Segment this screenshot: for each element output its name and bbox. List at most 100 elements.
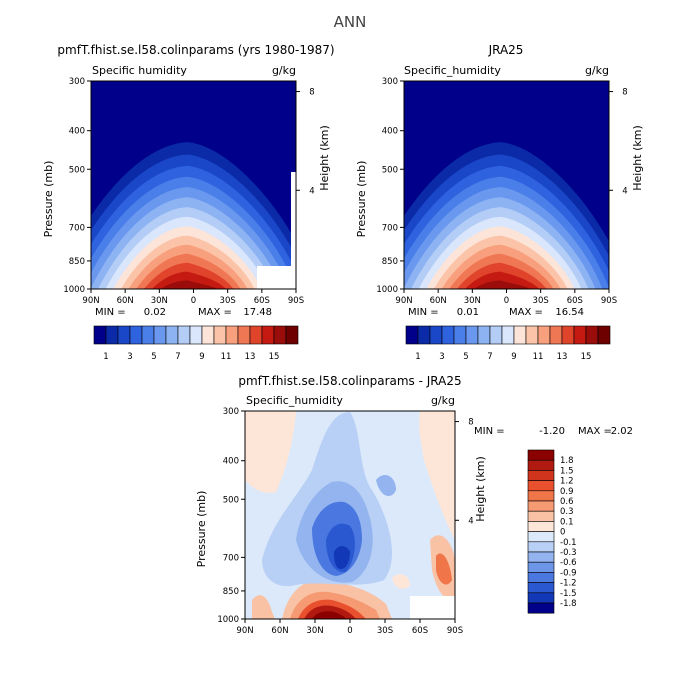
- x-tick-label: 90N: [82, 296, 99, 306]
- colorbar-swatch: [527, 470, 555, 481]
- panel-obs-title: JRA25: [488, 43, 524, 57]
- y2-tick-label: 4: [468, 516, 473, 526]
- panel-model-contours: [91, 142, 296, 289]
- colorbar-swatch: [489, 325, 503, 345]
- y-tick-label: 500: [69, 165, 85, 175]
- panel-difference-title: pmfT.fhist.se.l58.colinparams - JRA25: [238, 374, 461, 388]
- colorbar-swatch: [527, 459, 555, 471]
- y-tick-label: 700: [382, 223, 398, 233]
- x-tick-label: 0: [191, 296, 196, 306]
- colorbar-label: 5: [463, 352, 468, 362]
- colorbar-swatch: [177, 325, 191, 345]
- x-tick-label: 90N: [395, 296, 412, 306]
- contour-band: [392, 574, 410, 589]
- panel-difference-min-value: -1.20: [539, 426, 565, 437]
- colorbar-swatch: [105, 325, 119, 345]
- colorbar-swatch: [441, 325, 455, 345]
- colorbar-label: -0.3: [560, 548, 577, 558]
- x-tick-label: 90S: [447, 626, 463, 636]
- y-tick-label: 850: [223, 587, 239, 597]
- colorbar-label: 11: [221, 352, 232, 362]
- y2-tick-label: 4: [622, 186, 627, 196]
- contour-band: [473, 280, 531, 289]
- colorbar-swatch: [527, 551, 555, 563]
- panel-difference-y2label: Height (km): [474, 456, 487, 522]
- colorbar-label: 13: [245, 352, 256, 362]
- panel-model-colorbar: 1 3 5 7 9 11 13 15: [93, 325, 299, 362]
- x-tick-label: 90N: [236, 626, 253, 636]
- panel-model-missing-edge: [291, 172, 296, 267]
- colorbar-swatch: [527, 449, 555, 461]
- panel-difference-contours: [245, 411, 455, 619]
- colorbar-label: 9: [511, 352, 516, 362]
- colorbar-swatch: [201, 325, 215, 345]
- colorbar-label: 0.6: [560, 497, 574, 507]
- y-tick-label: 850: [69, 257, 85, 267]
- colorbar-swatch: [141, 325, 155, 345]
- colorbar-swatch: [527, 582, 555, 594]
- panel-model-field: [91, 81, 296, 289]
- colorbar-swatch: [237, 325, 251, 345]
- colorbar-label: 0.1: [560, 517, 574, 527]
- panel-model: pmfT.fhist.se.l58.colinparams (yrs 1980-…: [42, 43, 335, 362]
- y-tick-label: 400: [382, 127, 398, 137]
- contour-band: [252, 595, 275, 619]
- y-tick-label: 400: [69, 127, 85, 137]
- panel-model-ticks: 90N 60N 30N 0 30S 60S 90S 300 400 500 700 850 1000 8 4: [63, 77, 314, 306]
- x-tick-label: 0: [504, 296, 509, 306]
- panel-difference-field: [245, 411, 455, 619]
- x-tick-label: 30S: [377, 626, 393, 636]
- x-tick-label: 30N: [306, 626, 323, 636]
- panel-model-y2label: Height (km): [318, 125, 331, 191]
- colorbar-swatch: [549, 325, 563, 345]
- colorbar-label: -1.2: [560, 579, 577, 589]
- colorbar-label: 3: [439, 352, 444, 362]
- colorbar-swatch: [585, 325, 599, 345]
- y-tick-label: 300: [223, 407, 239, 417]
- y2-tick-label: 8: [468, 418, 473, 428]
- y-tick-label: 300: [69, 77, 85, 87]
- panel-obs-min-label: MIN =: [408, 307, 439, 318]
- contour-band: [436, 553, 452, 585]
- colorbar-swatch: [261, 325, 275, 345]
- contour-band: [160, 280, 218, 289]
- x-tick-label: 30N: [464, 296, 481, 306]
- panel-obs-ylabel: Pressure (mb): [355, 161, 368, 238]
- x-tick-label: 90S: [601, 296, 617, 306]
- y-tick-label: 1000: [217, 615, 239, 625]
- y2-tick-label: 8: [309, 88, 314, 98]
- panel-obs-variable-label: Specific_humidity: [404, 64, 501, 77]
- colorbar-label: 0: [560, 528, 565, 538]
- colorbar-swatch: [527, 490, 555, 502]
- y-tick-label: 850: [382, 257, 398, 267]
- x-tick-label: 60S: [567, 296, 583, 306]
- colorbar-swatch: [153, 325, 167, 345]
- colorbar-label: 1: [415, 352, 420, 362]
- panel-obs-y2label: Height (km): [631, 125, 644, 191]
- colorbar-label: 1.8: [560, 456, 574, 466]
- colorbar-swatch: [501, 325, 515, 345]
- y2-tick-label: 4: [309, 186, 314, 196]
- panel-obs-units: g/kg: [585, 64, 609, 77]
- x-tick-label: 60S: [412, 626, 428, 636]
- colorbar-label: -0.1: [560, 538, 577, 548]
- contour-band: [419, 411, 455, 540]
- panel-difference-colorbar: 1.81.51.20.90.60.30.10-0.1-0.3-0.6-0.9-1…: [527, 449, 577, 614]
- colorbar-swatch: [525, 325, 539, 345]
- panel-difference-max-label: MAX =: [578, 426, 612, 437]
- x-tick-label: 90S: [288, 296, 304, 306]
- colorbar-swatch: [165, 325, 179, 345]
- contour-band: [312, 611, 346, 619]
- figure-title: ANN: [334, 13, 367, 31]
- colorbar-swatch: [537, 325, 551, 345]
- panel-obs-min-value: 0.01: [457, 307, 479, 318]
- colorbar-swatch: [527, 561, 555, 573]
- colorbar-label: 1.5: [560, 466, 574, 476]
- x-tick-label: 30S: [533, 296, 549, 306]
- colorbar-label: -0.6: [560, 558, 577, 568]
- colorbar-swatch: [527, 602, 555, 614]
- colorbar-swatch: [213, 325, 227, 345]
- colorbar-label: 7: [175, 352, 180, 362]
- contour-band: [245, 411, 296, 493]
